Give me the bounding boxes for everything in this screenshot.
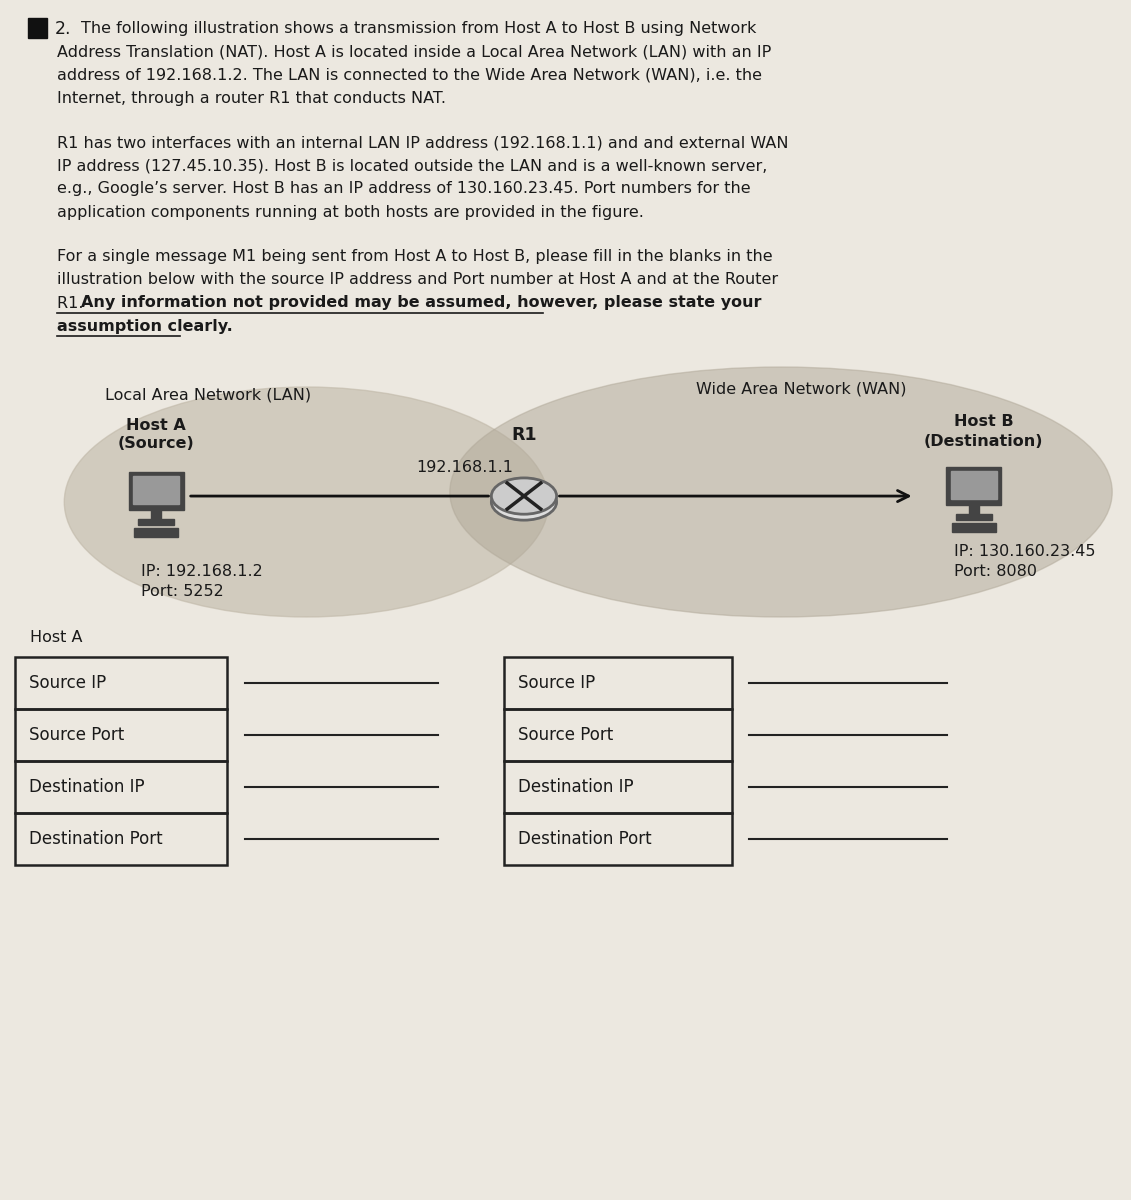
Bar <box>969 505 978 514</box>
Text: IP: 130.160.23.45: IP: 130.160.23.45 <box>955 545 1096 559</box>
Ellipse shape <box>491 484 556 520</box>
Text: 192.168.1.1: 192.168.1.1 <box>416 460 513 474</box>
Bar <box>129 472 184 510</box>
Text: Address Translation (NAT). Host A is located inside a Local Area Network (LAN) w: Address Translation (NAT). Host A is loc… <box>58 44 771 60</box>
Text: Any information not provided may be assumed, however, please state your: Any information not provided may be assu… <box>81 295 761 311</box>
Ellipse shape <box>64 386 549 617</box>
Text: Source Port: Source Port <box>518 726 613 744</box>
Text: Destination Port: Destination Port <box>28 830 162 848</box>
Text: Host A: Host A <box>127 418 187 432</box>
Text: The following illustration shows a transmission from Host A to Host B using Netw: The following illustration shows a trans… <box>81 22 757 36</box>
Text: Internet, through a router R1 that conducts NAT.: Internet, through a router R1 that condu… <box>58 90 447 106</box>
Bar <box>133 476 179 504</box>
Text: (Source): (Source) <box>118 437 195 451</box>
Text: illustration below with the source IP address and Port number at Host A and at t: illustration below with the source IP ad… <box>58 272 778 288</box>
Bar <box>135 528 178 538</box>
Bar <box>27 18 48 38</box>
Text: For a single message M1 being sent from Host A to Host B, please fill in the bla: For a single message M1 being sent from … <box>58 250 772 264</box>
Text: application components running at both hosts are provided in the figure.: application components running at both h… <box>58 204 645 220</box>
Text: Wide Area Network (WAN): Wide Area Network (WAN) <box>696 382 906 397</box>
Text: IP address (127.45.10.35). Host B is located outside the LAN and is a well-known: IP address (127.45.10.35). Host B is loc… <box>58 158 768 174</box>
Ellipse shape <box>450 367 1112 617</box>
Text: (Destination): (Destination) <box>924 433 1044 449</box>
Text: Source Port: Source Port <box>28 726 124 744</box>
Text: Host A: Host A <box>29 630 83 646</box>
Bar <box>152 510 161 518</box>
Bar <box>504 814 732 865</box>
Bar <box>504 709 732 761</box>
Text: 2.: 2. <box>54 20 71 38</box>
Bar <box>15 709 227 761</box>
Bar <box>138 518 174 526</box>
Bar <box>504 761 732 814</box>
Bar <box>504 658 732 709</box>
Text: Port: 5252: Port: 5252 <box>141 584 224 600</box>
Text: Local Area Network (LAN): Local Area Network (LAN) <box>104 386 311 402</box>
Text: Host B: Host B <box>953 414 1013 430</box>
Bar <box>951 470 996 499</box>
Bar <box>952 523 995 532</box>
Bar <box>956 514 992 520</box>
Text: assumption clearly.: assumption clearly. <box>58 318 233 334</box>
Text: R1.: R1. <box>58 295 89 311</box>
Text: IP: 192.168.1.2: IP: 192.168.1.2 <box>141 564 264 580</box>
Text: Destination IP: Destination IP <box>518 778 633 796</box>
Text: Destination IP: Destination IP <box>28 778 145 796</box>
Text: Source IP: Source IP <box>518 674 595 692</box>
Bar <box>947 467 1001 505</box>
Text: Port: 8080: Port: 8080 <box>955 564 1037 580</box>
Text: R1 has two interfaces with an internal LAN IP address (192.168.1.1) and and exte: R1 has two interfaces with an internal L… <box>58 136 788 150</box>
Text: Source IP: Source IP <box>28 674 106 692</box>
Text: R1: R1 <box>511 426 537 444</box>
Text: Destination Port: Destination Port <box>518 830 651 848</box>
Text: address of 192.168.1.2. The LAN is connected to the Wide Area Network (WAN), i.e: address of 192.168.1.2. The LAN is conne… <box>58 67 762 83</box>
Text: e.g., Google’s server. Host B has an IP address of 130.160.23.45. Port numbers f: e.g., Google’s server. Host B has an IP … <box>58 181 751 197</box>
Bar <box>15 658 227 709</box>
Ellipse shape <box>491 478 556 515</box>
Bar <box>15 761 227 814</box>
Bar <box>15 814 227 865</box>
